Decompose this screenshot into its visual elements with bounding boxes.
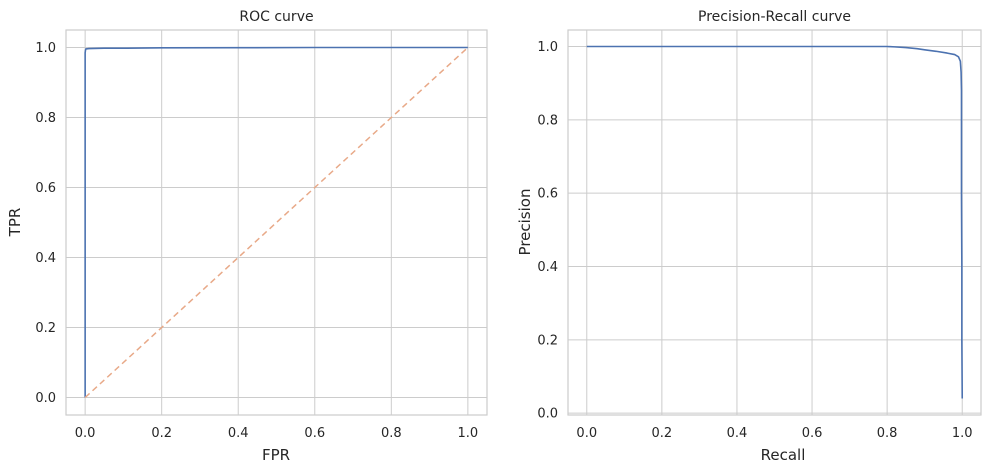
y-tick-label: 0.4 (35, 251, 56, 266)
roc-plot: 0.0 0.2 0.4 0.6 0.8 1.0 0.0 0.2 0.4 0.6 0.8 1.0 ROC … (6, 9, 488, 464)
chart-title: Precision-Recall curve (698, 9, 851, 25)
x-axis-label: FPR (262, 446, 290, 464)
x-tick-label: 0.4 (727, 426, 748, 441)
y-tick-label: 0.6 (35, 181, 56, 196)
y-tick-label: 0.4 (537, 260, 558, 275)
curve-line (586, 45, 964, 399)
x-tick-label: 0.8 (381, 426, 402, 441)
y-tick-label: 0.8 (35, 111, 56, 126)
y-tick-label: 1.0 (35, 41, 56, 56)
x-tick-label: 1.0 (458, 426, 479, 441)
x-tick-label: 0.4 (228, 426, 249, 441)
x-tick-label: 0.6 (802, 426, 823, 441)
plot-frame (567, 29, 982, 416)
y-axis-label: TPR (6, 208, 24, 238)
curve-line (84, 46, 468, 398)
y-tick-label: 0.8 (537, 113, 558, 128)
x-tick-label: 0.0 (576, 426, 597, 441)
precision-recall-plot: 0.0 0.2 0.4 0.6 0.8 1.0 0.0 0.2 0.4 0.6 0.8 1.0 Prec… (516, 9, 982, 464)
y-axis-label: Precision (516, 189, 534, 256)
y-tick-label: 0.2 (537, 333, 558, 348)
y-tick-label: 0.6 (537, 187, 558, 202)
x-axis-label: Recall (761, 446, 806, 464)
y-tick-label: 0.0 (35, 391, 56, 406)
y-tick-label: 0.2 (35, 321, 56, 336)
x-tick-label: 0.6 (304, 426, 325, 441)
y-tick-label: 0.0 (537, 407, 558, 422)
x-tick-label: 0.2 (652, 426, 673, 441)
y-tick-label: 1.0 (537, 40, 558, 55)
x-tick-label: 0.0 (75, 426, 96, 441)
x-tick-label: 0.2 (151, 426, 172, 441)
diagonal-reference-line (84, 46, 469, 399)
plot-frame (65, 29, 488, 416)
x-tick-label: 0.8 (877, 426, 898, 441)
chart-title: ROC curve (239, 9, 313, 25)
x-tick-label: 1.0 (952, 426, 973, 441)
